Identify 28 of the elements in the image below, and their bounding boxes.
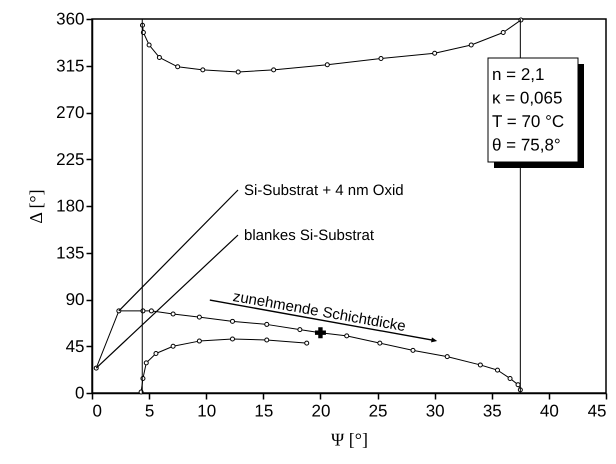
x-tick-label: 25	[368, 402, 388, 420]
y-tick-label: 0	[75, 384, 84, 402]
annotation: Si-Substrat + 4 nm Oxid	[244, 182, 404, 199]
x-tick-label: 40	[540, 402, 559, 420]
x-tick-label: 10	[197, 402, 216, 420]
annotation: θ = 75,8°	[492, 135, 561, 154]
y-tick-label: 270	[56, 103, 84, 122]
x-tick-label: 0	[92, 402, 102, 420]
x-tick-label: 15	[254, 402, 274, 420]
annotation: T = 70 °C	[492, 112, 564, 131]
x-tick-label: 35	[482, 402, 502, 420]
annotation: blankes Si-Substrat	[244, 227, 375, 244]
y-tick-label: 360	[56, 10, 84, 28]
x-tick-label: 30	[426, 402, 445, 420]
x-axis-title: Ψ [°]	[331, 430, 368, 450]
y-axis-title: Δ [°]	[26, 189, 46, 224]
annotation: κ = 0,065	[492, 88, 562, 108]
y-tick-label: 135	[56, 243, 84, 262]
y-tick-label: 45	[66, 336, 84, 356]
y-tick-label: 315	[56, 56, 84, 76]
x-tick-label: 45	[588, 402, 606, 420]
x-tick-label: 5	[144, 402, 154, 420]
annotation: zunehmende Schichtdicke	[232, 288, 408, 336]
y-tick-label: 180	[56, 196, 84, 216]
annotation: n = 2,1	[492, 64, 544, 84]
y-tick-label: 225	[56, 150, 84, 169]
y-tick-label: 90	[66, 290, 84, 309]
x-tick-label: 20	[311, 402, 330, 420]
